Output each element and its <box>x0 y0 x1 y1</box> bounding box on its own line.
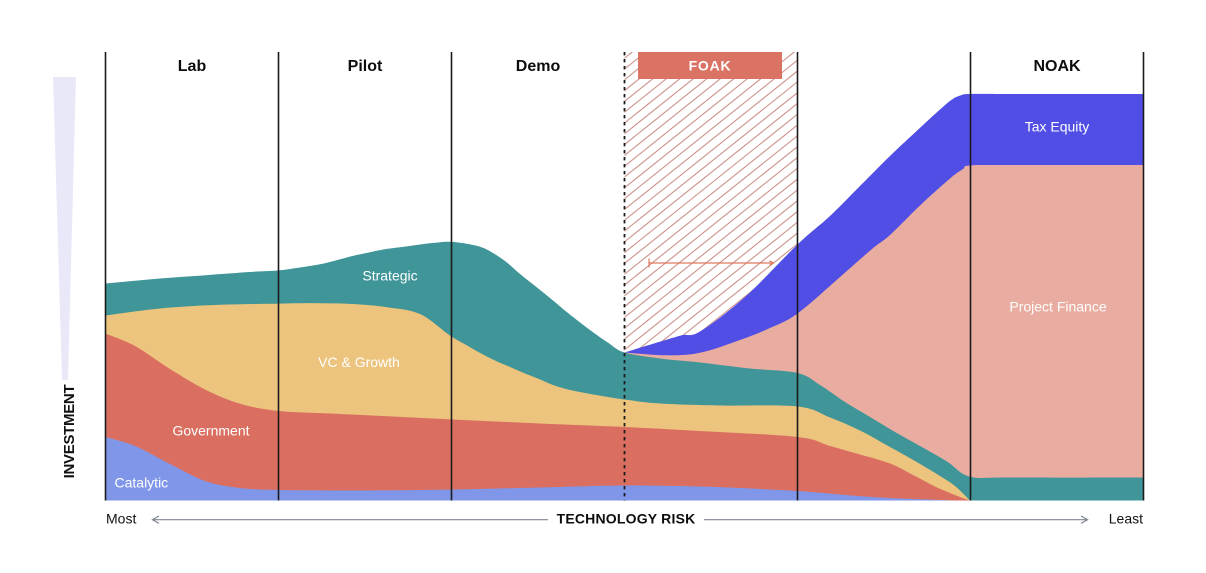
svg-text:INVESTMENT: INVESTMENT <box>61 385 78 479</box>
svg-text:Catalytic: Catalytic <box>115 475 169 491</box>
svg-text:Project Finance: Project Finance <box>1009 299 1106 315</box>
svg-text:Lab: Lab <box>178 58 207 75</box>
svg-text:Tax Equity: Tax Equity <box>1025 119 1090 135</box>
svg-text:Least: Least <box>1109 511 1143 527</box>
svg-text:Most: Most <box>106 511 136 527</box>
svg-text:TECHNOLOGY RISK: TECHNOLOGY RISK <box>557 511 696 527</box>
svg-text:NOAK: NOAK <box>1033 58 1081 75</box>
svg-text:Government: Government <box>172 423 249 439</box>
svg-text:FOAK: FOAK <box>689 58 732 74</box>
svg-text:VC & Growth: VC & Growth <box>318 354 400 370</box>
svg-text:Pilot: Pilot <box>348 58 383 75</box>
svg-text:Demo: Demo <box>516 58 561 75</box>
svg-text:Strategic: Strategic <box>362 268 417 284</box>
